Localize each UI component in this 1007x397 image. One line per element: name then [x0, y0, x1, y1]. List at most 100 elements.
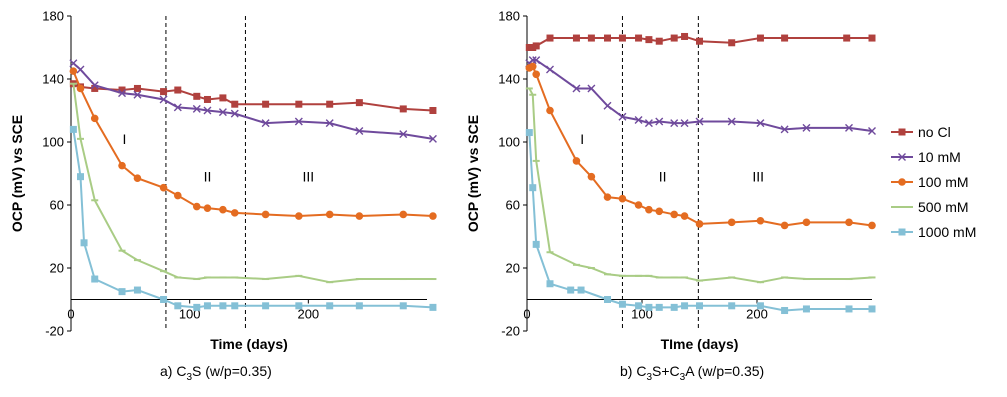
data-point — [546, 280, 554, 288]
data-point — [203, 106, 212, 115]
data-point — [655, 303, 663, 311]
data-point — [133, 84, 141, 92]
data-point — [587, 84, 596, 93]
data-point — [546, 34, 554, 42]
data-point — [326, 302, 334, 310]
caption-b: b) C3S+C3A (w/p=0.35) — [620, 363, 765, 383]
y-axis-title: OCP (mV) vs SCE — [9, 115, 25, 232]
data-point — [219, 302, 227, 310]
data-point — [173, 103, 182, 112]
data-point — [756, 34, 764, 42]
data-point — [69, 67, 78, 75]
data-point — [355, 302, 363, 310]
data-point — [193, 92, 201, 100]
legend-marker — [898, 178, 906, 186]
data-point — [572, 34, 580, 42]
legend-label: 500 mM — [918, 199, 969, 215]
x-tick-label: 200 — [297, 307, 319, 322]
data-point — [76, 84, 85, 93]
data-point — [532, 240, 540, 248]
caption-a: a) C3S (w/p=0.35) — [160, 363, 272, 383]
data-point — [728, 39, 736, 47]
region-label: I — [122, 131, 126, 147]
data-point — [295, 302, 303, 310]
data-point — [325, 119, 334, 128]
data-point — [634, 201, 643, 209]
data-point — [645, 36, 653, 44]
data-point — [355, 126, 364, 135]
data-point — [118, 161, 126, 170]
y-tick-label: 180 — [498, 9, 520, 24]
data-point — [399, 105, 407, 113]
data-point — [192, 104, 201, 113]
data-point — [756, 119, 765, 128]
x-axis-title: TIme (days) — [661, 336, 739, 352]
legend-label: 10 mM — [918, 149, 961, 165]
data-point — [634, 115, 643, 124]
data-point — [546, 65, 554, 74]
data-point — [845, 305, 853, 313]
y-tick-label: 60 — [50, 198, 64, 213]
data-point — [261, 119, 270, 128]
data-point — [355, 99, 363, 107]
data-point — [843, 34, 851, 42]
data-point — [355, 212, 364, 220]
legend-label: 100 mM — [918, 174, 969, 190]
data-point — [546, 106, 554, 115]
data-point — [603, 193, 612, 201]
data-point — [670, 210, 678, 219]
data-point — [802, 305, 810, 313]
data-point — [781, 307, 789, 315]
data-point — [159, 95, 168, 104]
data-point — [532, 42, 540, 50]
data-point — [118, 86, 126, 94]
y-axis-title: OCP (mV) vs SCE — [465, 115, 481, 232]
data-point — [727, 218, 736, 227]
series-line — [72, 129, 433, 309]
data-point — [680, 119, 689, 128]
data-point — [174, 302, 182, 310]
data-point — [655, 37, 663, 45]
data-point — [399, 130, 408, 139]
data-point — [76, 173, 84, 181]
data-point — [756, 302, 764, 310]
data-point — [670, 119, 679, 128]
y-tick-label: -20 — [45, 324, 64, 339]
legend-marker — [898, 153, 906, 161]
data-point — [160, 88, 168, 96]
data-point — [262, 302, 270, 310]
data-point — [780, 125, 789, 134]
legend-label: no Cl — [918, 124, 951, 140]
data-point — [262, 100, 270, 108]
data-point — [133, 174, 142, 183]
y-tick-label: 140 — [42, 72, 64, 87]
data-point — [868, 126, 876, 135]
data-point — [399, 302, 407, 310]
data-point — [230, 209, 239, 217]
data-point — [696, 302, 703, 310]
series-line — [72, 62, 434, 140]
y-tick-label: 20 — [50, 261, 64, 276]
data-point — [399, 210, 408, 219]
x-tick-label: 200 — [746, 307, 768, 322]
data-point — [325, 210, 334, 219]
data-point — [90, 114, 99, 123]
data-point — [231, 100, 239, 108]
data-point — [203, 95, 211, 103]
series-line — [72, 82, 433, 112]
data-point — [219, 94, 227, 102]
y-tick-label: 100 — [498, 135, 520, 150]
data-point — [802, 218, 811, 227]
data-point — [618, 112, 627, 121]
data-point — [655, 207, 664, 216]
data-point — [528, 62, 537, 71]
data-point — [219, 205, 227, 214]
data-point — [781, 34, 789, 42]
data-point — [695, 117, 704, 126]
data-point — [91, 275, 99, 283]
data-point — [680, 212, 689, 220]
y-tick-label: 140 — [498, 72, 520, 87]
data-point — [532, 70, 540, 79]
